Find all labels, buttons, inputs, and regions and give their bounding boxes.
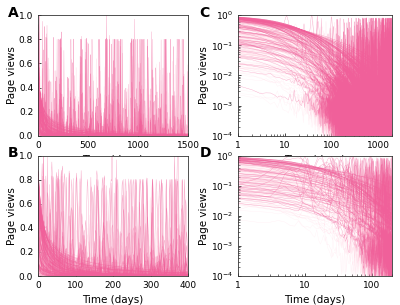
- X-axis label: Time (days): Time (days): [284, 155, 346, 165]
- Y-axis label: Page views: Page views: [7, 47, 17, 104]
- X-axis label: Time (days): Time (days): [82, 155, 144, 165]
- X-axis label: Time (days): Time (days): [82, 296, 144, 305]
- Y-axis label: Page views: Page views: [199, 187, 209, 245]
- Text: C: C: [200, 5, 210, 20]
- Text: B: B: [8, 146, 19, 160]
- X-axis label: Time (days): Time (days): [284, 296, 346, 305]
- Text: A: A: [8, 5, 19, 20]
- Text: D: D: [200, 146, 211, 160]
- Y-axis label: Page views: Page views: [7, 187, 17, 245]
- Y-axis label: Page views: Page views: [199, 47, 209, 104]
